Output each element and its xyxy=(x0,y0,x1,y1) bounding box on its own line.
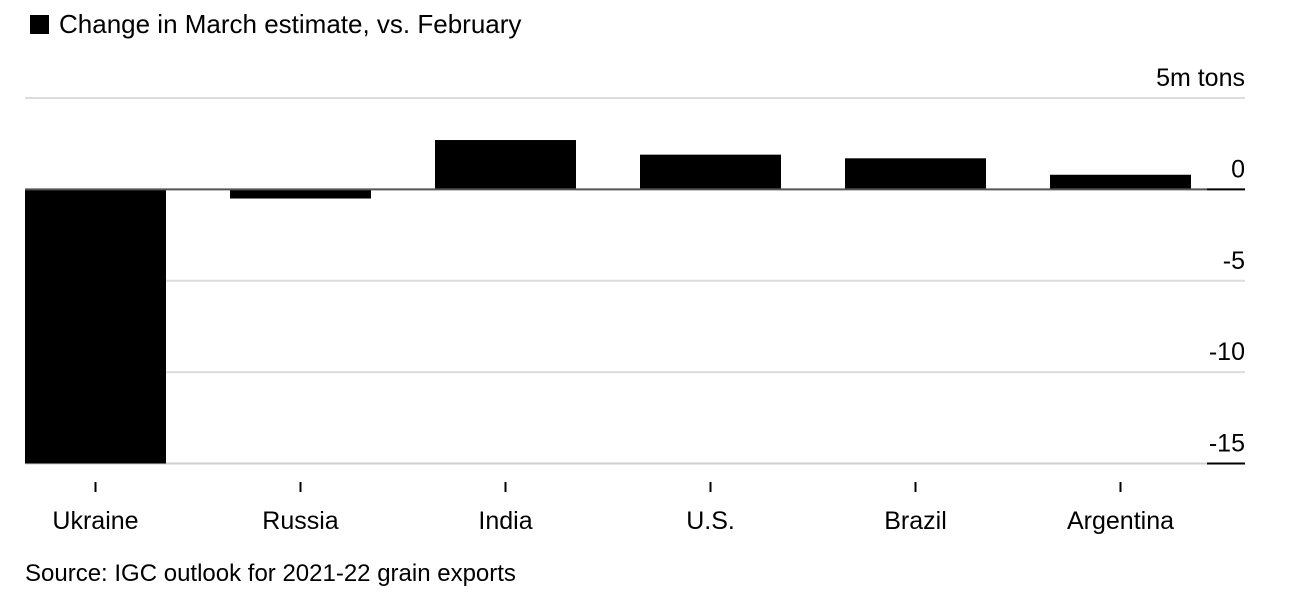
bar-brazil xyxy=(845,158,986,190)
bars xyxy=(25,140,1191,464)
bar-russia xyxy=(230,189,371,199)
x-tick-label: Russia xyxy=(262,507,339,535)
legend-label: Change in March estimate, vs. February xyxy=(59,9,522,39)
bar-ukraine xyxy=(25,189,166,464)
axes xyxy=(25,188,1245,492)
x-tick-label: Brazil xyxy=(884,507,947,535)
bar-us xyxy=(640,154,781,190)
tick-labels: 5m tons 0 -5 -10 -15 Ukraine Russia India U.S. Br… xyxy=(52,64,1245,535)
y-tick-label: 0 xyxy=(1231,155,1245,183)
gridlines xyxy=(25,97,1245,465)
x-tick-label: Argentina xyxy=(1067,507,1174,535)
y-tick-label: -5 xyxy=(1223,247,1245,275)
bar-india xyxy=(435,140,576,190)
y-tick-label: -15 xyxy=(1209,430,1245,458)
x-tick-label: U.S. xyxy=(686,507,735,535)
legend: Change in March estimate, vs. February xyxy=(30,8,521,40)
legend-swatch xyxy=(30,14,49,34)
x-tick-label: India xyxy=(478,507,532,535)
y-tick-label: -10 xyxy=(1209,338,1245,366)
bar-argentina xyxy=(1050,174,1191,190)
source-note: Source: IGC outlook for 2021-22 grain ex… xyxy=(25,560,516,587)
x-tick-label: Ukraine xyxy=(52,507,138,535)
y-tick-label: 5m tons xyxy=(1156,64,1245,92)
